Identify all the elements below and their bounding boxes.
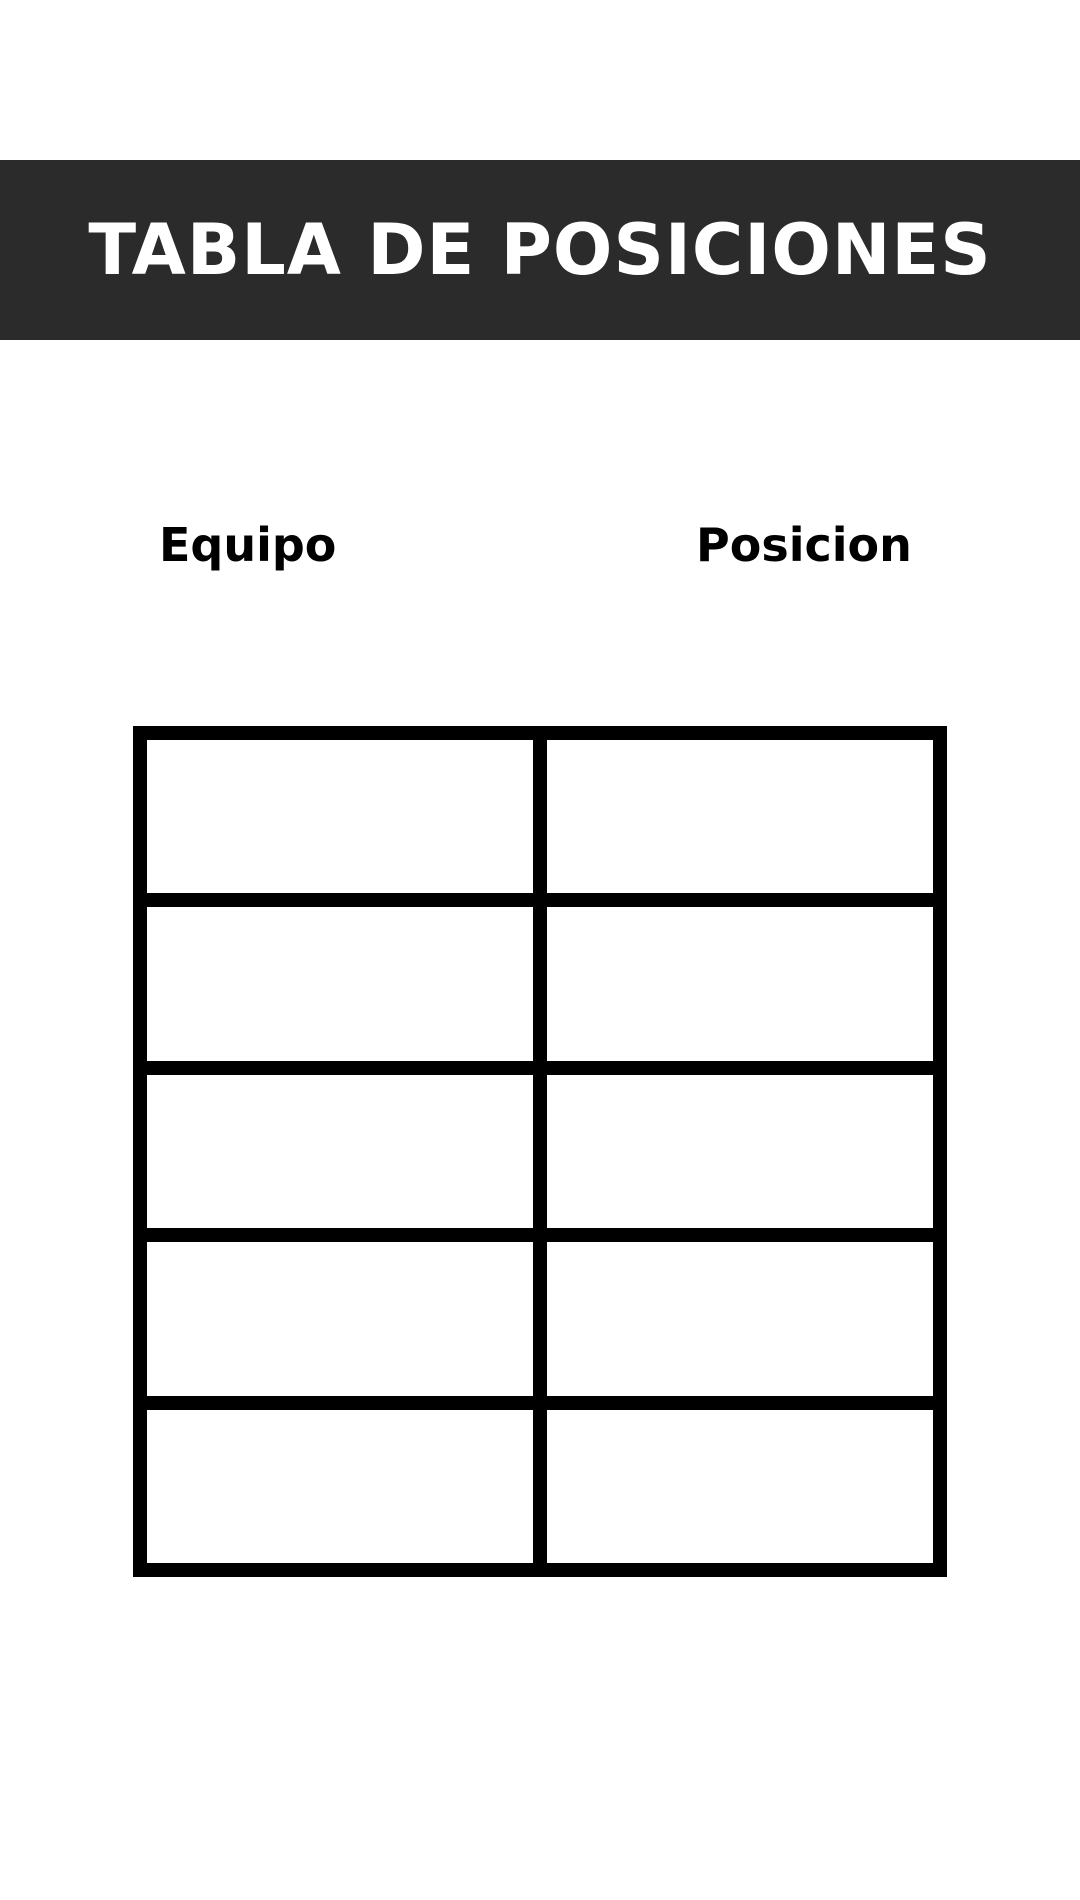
table-cell-position — [547, 1409, 933, 1563]
column-header-equipo: Equipo — [159, 518, 337, 572]
table-cell-position — [547, 1242, 933, 1396]
table-cell-team — [147, 1409, 533, 1563]
standings-table — [133, 726, 947, 1577]
table-cell-position — [547, 740, 933, 894]
page-title: TABLA DE POSICIONES — [88, 209, 992, 291]
table-cell-team — [147, 1242, 533, 1396]
table-cell-position — [547, 1074, 933, 1229]
table-cell-team — [147, 740, 533, 894]
table-cell-team — [147, 907, 533, 1061]
column-header-posicion: Posicion — [696, 518, 912, 572]
table-cell-position — [547, 907, 933, 1061]
title-banner: TABLA DE POSICIONES — [0, 160, 1080, 340]
table-cell-team — [147, 1074, 533, 1229]
